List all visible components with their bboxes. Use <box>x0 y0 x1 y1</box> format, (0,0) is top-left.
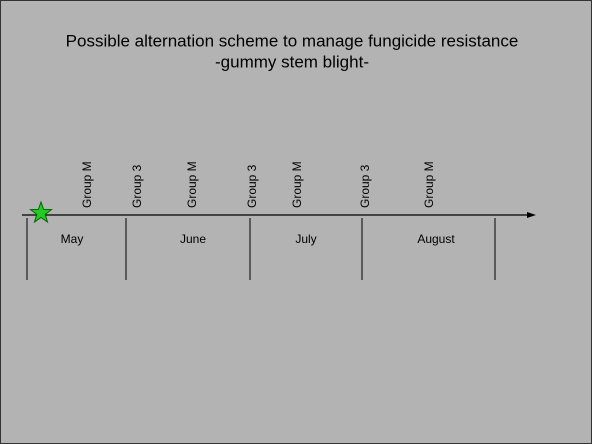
application-label: Group M <box>290 161 304 208</box>
title-line: Possible alternation scheme to manage fu… <box>66 31 519 50</box>
application-label: Group 3 <box>130 164 144 208</box>
arrow-head <box>527 212 536 218</box>
dividers <box>26 218 496 280</box>
month-label: June <box>180 232 206 246</box>
month-label: May <box>61 232 84 246</box>
application-label: Group M <box>422 161 436 208</box>
month-label: August <box>417 232 455 246</box>
month-label: July <box>295 232 316 246</box>
application-label: Group 3 <box>358 164 372 208</box>
application-label: Group 3 <box>245 164 259 208</box>
application-label: Group M <box>185 161 199 208</box>
start-star <box>29 200 53 224</box>
application-label: Group M <box>80 161 94 208</box>
title-line: -gummy stem blight- <box>215 52 369 71</box>
